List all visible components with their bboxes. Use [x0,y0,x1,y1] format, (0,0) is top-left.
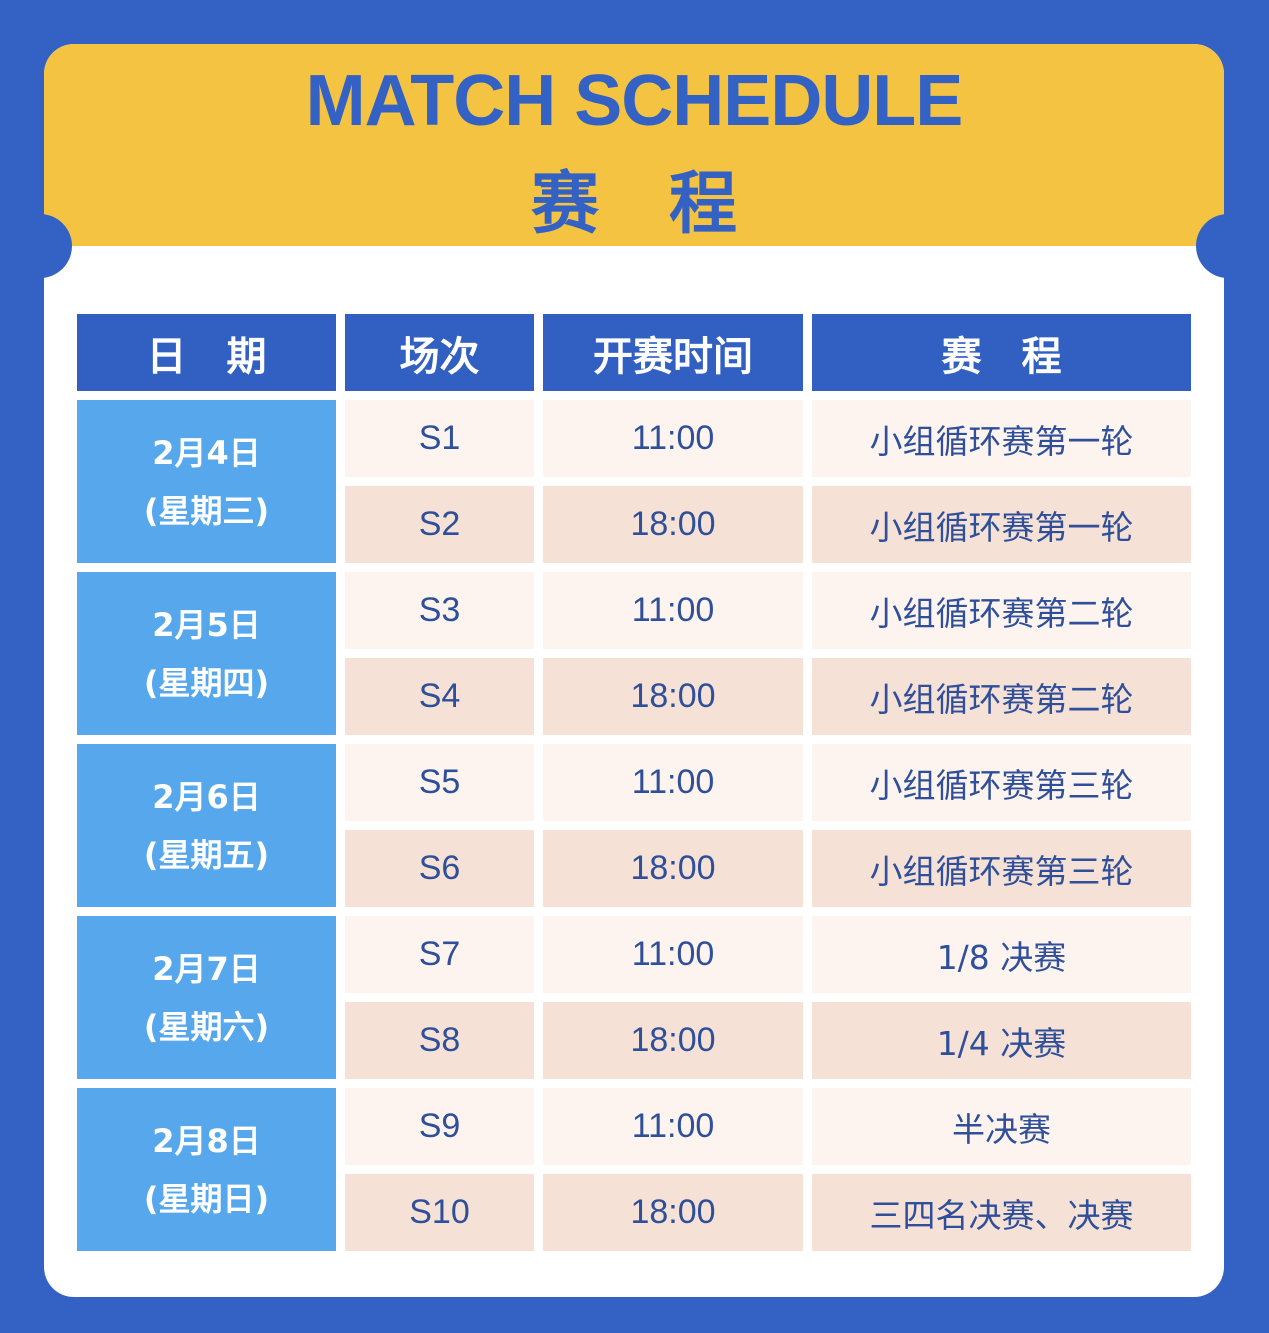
start-time-cell: 11:00 [543,400,803,477]
match-id-cell: S2 [345,486,534,563]
weekday-label: (星期三) [143,491,270,530]
title-chinese: 赛程 [530,165,807,244]
date-label: 2月6日 [152,777,261,816]
weekday-label: (星期四) [143,663,270,702]
title-banner: MATCH SCHEDULE 赛程 [44,44,1224,246]
match-id-cell: S9 [345,1088,534,1165]
schedule-table: 日期 场次 开赛时间 赛程 2月4日 (星期三) S1 11:00 小组循环赛第一轮 S2… [77,314,1191,1251]
stage-cell: 小组循环赛第三轮 [812,744,1191,821]
stage-cell: 小组循环赛第三轮 [812,830,1191,907]
stage-cell: 三四名决赛、决赛 [812,1174,1191,1251]
match-id-cell: S6 [345,830,534,907]
start-time-cell: 11:00 [543,916,803,993]
date-label: 2月7日 [152,949,261,988]
date-cell: 2月8日 (星期日) [77,1088,336,1251]
ticket-notch-right [1196,214,1260,278]
date-cell: 2月7日 (星期六) [77,916,336,1079]
stage-cell: 小组循环赛第一轮 [812,400,1191,477]
header-start-time: 开赛时间 [543,314,803,391]
date-cell: 2月5日 (星期四) [77,572,336,735]
stage-cell: 小组循环赛第二轮 [812,658,1191,735]
match-id-cell: S8 [345,1002,534,1079]
match-id-cell: S1 [345,400,534,477]
match-id-cell: S4 [345,658,534,735]
date-label: 2月4日 [152,433,261,472]
start-time-cell: 18:00 [543,830,803,907]
match-id-cell: S10 [345,1174,534,1251]
date-cell: 2月4日 (星期三) [77,400,336,563]
start-time-cell: 18:00 [543,1174,803,1251]
weekday-label: (星期六) [143,1007,270,1046]
start-time-cell: 11:00 [543,1088,803,1165]
weekday-label: (星期日) [143,1179,270,1218]
header-schedule: 赛程 [812,314,1191,391]
date-label: 2月5日 [152,605,261,644]
stage-cell: 小组循环赛第二轮 [812,572,1191,649]
date-label: 2月8日 [152,1121,261,1160]
start-time-cell: 11:00 [543,572,803,649]
stage-cell: 半决赛 [812,1088,1191,1165]
match-id-cell: S5 [345,744,534,821]
weekday-label: (星期五) [143,835,270,874]
ticket-notch-left [8,214,72,278]
match-id-cell: S7 [345,916,534,993]
stage-cell: 小组循环赛第一轮 [812,486,1191,563]
date-cell: 2月6日 (星期五) [77,744,336,907]
start-time-cell: 18:00 [543,1002,803,1079]
stage-cell: 1/8 决赛 [812,916,1191,993]
start-time-cell: 18:00 [543,486,803,563]
stage-cell: 1/4 决赛 [812,1002,1191,1079]
title-english: MATCH SCHEDULE [305,61,964,141]
header-match: 场次 [345,314,534,391]
start-time-cell: 18:00 [543,658,803,735]
start-time-cell: 11:00 [543,744,803,821]
match-id-cell: S3 [345,572,534,649]
header-date: 日期 [77,314,336,391]
